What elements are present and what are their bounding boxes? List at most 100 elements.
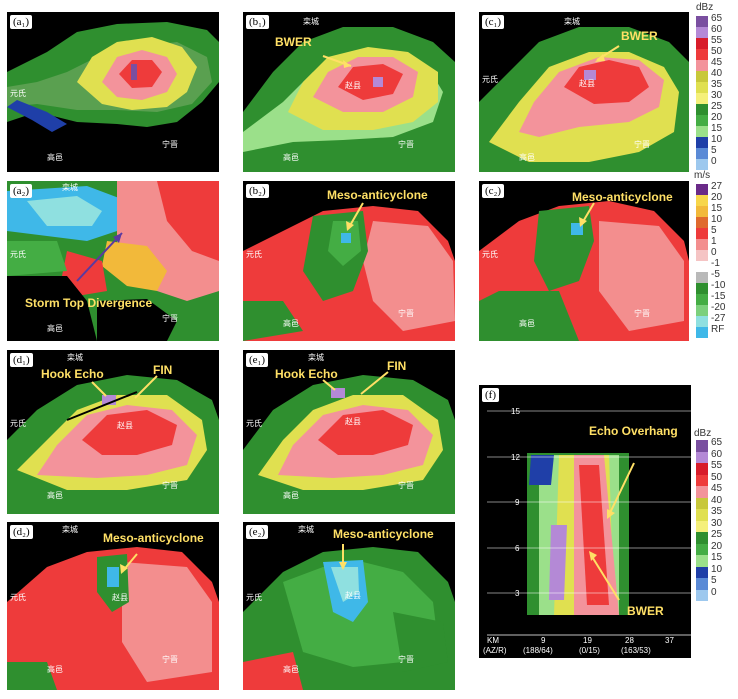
legend-swatch bbox=[696, 49, 708, 60]
arrowhead bbox=[346, 221, 354, 231]
arrowhead bbox=[589, 551, 597, 561]
legend-tick: -20 bbox=[711, 302, 726, 313]
city-label: 高邑 bbox=[283, 664, 299, 674]
legend-unit: dBz bbox=[694, 428, 712, 439]
legend-swatch bbox=[696, 250, 708, 261]
legend-swatch bbox=[696, 294, 708, 305]
legend-swatch bbox=[696, 93, 708, 104]
legend-swatch bbox=[696, 217, 708, 228]
legend-tick: 30 bbox=[711, 517, 723, 529]
legend-tick: 25 bbox=[711, 529, 723, 540]
city-label: 栾城 bbox=[62, 524, 78, 534]
velocity-map-c2: Meso-anticyclone 元氏 高邑 宁晋 bbox=[479, 190, 689, 341]
legend-tick: RF bbox=[711, 324, 725, 335]
panel-label: (b₁) bbox=[246, 15, 269, 29]
legend-swatch bbox=[696, 509, 708, 521]
legend-swatch bbox=[696, 104, 708, 115]
legend-tick: 30 bbox=[711, 90, 723, 101]
arrowhead bbox=[120, 564, 128, 574]
annotation-fin: FIN bbox=[387, 359, 406, 373]
legend-swatch bbox=[696, 486, 708, 498]
panel-label: (e₂) bbox=[246, 525, 269, 539]
panel-d1: Hook Echo FIN 栾城 元氏 赵县 高邑 宁晋 (d₁) bbox=[7, 350, 219, 514]
x-tick: 28 bbox=[625, 636, 634, 645]
city-label: 宁晋 bbox=[162, 480, 178, 490]
legend-tick: 45 bbox=[711, 57, 723, 68]
x-tick: 37 bbox=[665, 636, 674, 645]
velocity-map-a2: Storm Top Divergence 栾城 元氏 高邑 宁晋 bbox=[7, 181, 219, 341]
reflectivity-map-e1: Hook Echo FIN 栾城 元氏 赵县 高邑 宁晋 bbox=[243, 352, 455, 514]
x-sub: (AZ/R) bbox=[483, 646, 507, 655]
legend-swatch bbox=[696, 555, 708, 567]
city-label: 宁晋 bbox=[398, 654, 414, 664]
annotation-fin: FIN bbox=[153, 363, 172, 377]
x-sub: (0/15) bbox=[579, 646, 600, 655]
annotation-bwer: BWER bbox=[275, 35, 312, 49]
legend-tick: 55 bbox=[711, 35, 723, 46]
legend-tick: 55 bbox=[711, 460, 723, 471]
city-label: 赵县 bbox=[345, 590, 361, 600]
annotation-arrow bbox=[590, 554, 620, 601]
annotation-meso-anticyclone: Meso-anticyclone bbox=[333, 527, 434, 541]
legend-tick: 35 bbox=[711, 79, 723, 90]
panel-c2: Meso-anticyclone 元氏 高邑 宁晋 (c₂) bbox=[479, 181, 689, 341]
city-label: 高邑 bbox=[283, 318, 299, 328]
annotation-arrow bbox=[322, 379, 336, 391]
legend-swatch bbox=[696, 60, 708, 71]
city-label: 赵县 bbox=[345, 416, 361, 426]
panel-label: (a₁) bbox=[10, 15, 33, 29]
legend-swatch bbox=[696, 451, 708, 463]
x-sub: (188/64) bbox=[523, 646, 553, 655]
legend-swatch bbox=[696, 578, 708, 590]
legend-tick: 50 bbox=[711, 471, 723, 483]
legend-tick: 5 bbox=[711, 145, 717, 156]
annotation-meso-anticyclone: Meso-anticyclone bbox=[572, 190, 673, 204]
legend-tick: 0 bbox=[711, 247, 717, 258]
annotation-arrow bbox=[134, 375, 158, 399]
legend-tick: 5 bbox=[711, 575, 717, 586]
legend-swatch bbox=[696, 440, 708, 452]
panel-label: (c₂) bbox=[482, 184, 505, 198]
annotation-echo-overhang: Echo Overhang bbox=[589, 424, 678, 438]
annotation-hook-echo: Hook Echo bbox=[275, 367, 338, 381]
legend-tick: 60 bbox=[711, 24, 723, 35]
legend-tick: -10 bbox=[711, 280, 726, 291]
cross-section-plot: 15 12 9 6 3 KM 9 19 28 37 (AZ/R) (188/64… bbox=[483, 407, 691, 655]
annotation-arrow bbox=[91, 381, 107, 397]
annotation-storm-top-divergence: Storm Top Divergence bbox=[25, 296, 152, 310]
legend-swatch bbox=[696, 520, 708, 532]
annotation-meso-anticyclone: Meso-anticyclone bbox=[327, 188, 428, 202]
city-label: 元氏 bbox=[482, 250, 498, 259]
legend-swatch bbox=[696, 589, 708, 601]
legend-swatch bbox=[696, 283, 708, 294]
city-label: 栾城 bbox=[298, 524, 314, 534]
city-label: 栾城 bbox=[67, 352, 83, 362]
x-tick: 19 bbox=[583, 636, 592, 645]
x-tick: 9 bbox=[541, 636, 546, 645]
city-label: 元氏 bbox=[10, 593, 26, 602]
legend-tick: 15 bbox=[711, 203, 723, 214]
legend-tick: 20 bbox=[711, 112, 723, 123]
legend-tick: -5 bbox=[711, 269, 720, 280]
legend-tick: 45 bbox=[711, 483, 723, 494]
annotation-bwer: BWER bbox=[621, 29, 658, 43]
panel-label: (b₂) bbox=[246, 184, 269, 198]
panel-a2: Storm Top Divergence 栾城 元氏 高邑 宁晋 (a₂) bbox=[7, 181, 219, 341]
panel-b1: BWER 栾城 赵县 高邑 宁晋 (b₁) bbox=[243, 12, 455, 172]
legend-swatch bbox=[696, 497, 708, 509]
legend-tick: 35 bbox=[711, 506, 723, 517]
city-label: 元氏 bbox=[10, 89, 26, 98]
reflectivity-map-a1: 元氏 高邑 宁晋 bbox=[7, 22, 219, 162]
legend-tick: 25 bbox=[711, 101, 723, 112]
legend-swatch bbox=[696, 126, 708, 137]
legend-velocity: m/s 27 20 15 10 5 1 0 -1 -5 -10 -15 -20 -27 RF bbox=[692, 170, 738, 345]
city-label: 元氏 bbox=[10, 419, 26, 428]
annotation-arrow bbox=[360, 371, 389, 395]
city-label: 宁晋 bbox=[634, 308, 650, 318]
y-tick: 6 bbox=[515, 544, 520, 553]
city-label: 宁晋 bbox=[162, 139, 178, 149]
legend-swatch bbox=[696, 272, 708, 283]
legend-swatch bbox=[696, 532, 708, 544]
arrowhead bbox=[607, 509, 615, 519]
legend-swatch bbox=[696, 148, 708, 159]
